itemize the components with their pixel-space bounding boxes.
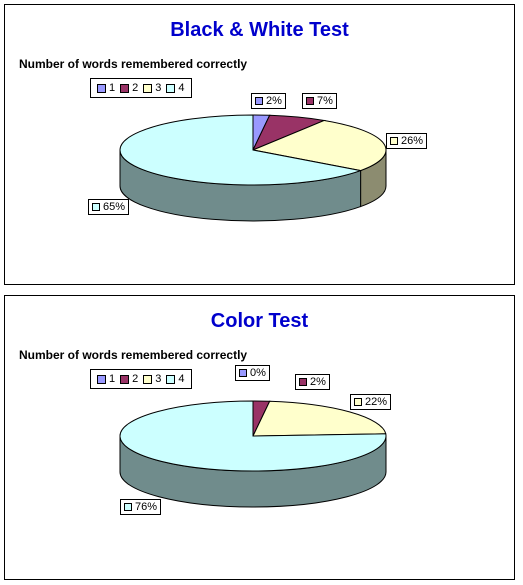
chart-panel-color: Color Test Number of words remembered co… [4,295,515,580]
pie-chart [119,400,387,508]
data-label-swatch-icon [390,137,398,145]
legend-label: 4 [178,82,185,94]
data-label-swatch-icon [124,503,132,511]
legend-label: 1 [109,82,116,94]
legend-swatch-icon [143,83,153,93]
legend-label: 2 [132,373,139,385]
legend-swatch-icon [120,374,130,384]
legend-label: 1 [109,373,116,385]
chart-panel-bw: Black & White Test Number of words remem… [4,4,515,285]
chart-subtitle: Number of words remembered correctly [19,348,248,362]
legend-swatch-icon [97,374,106,384]
legend-item: 4 [166,82,185,94]
data-label-swatch-icon [92,203,100,211]
legend-label: 3 [155,373,162,385]
legend-swatch-icon [97,83,106,93]
data-label-swatch-icon [239,369,247,377]
legend-item: 1 [97,373,115,385]
data-label: 22% [350,394,392,410]
legend-swatch-icon [166,374,176,384]
data-label: 26% [386,133,428,149]
data-label: 76% [120,499,162,515]
chart-legend: 1 2 3 4 [90,369,192,389]
chart-title: Color Test [210,310,309,332]
legend-item: 2 [120,82,138,94]
chart-legend: 1 2 3 4 [90,78,192,98]
chart-title: Black & White Test [170,19,349,41]
legend-item: 3 [143,373,161,385]
data-label: 0% [235,365,270,381]
legend-swatch-icon [166,83,176,93]
legend-label: 2 [132,82,139,94]
data-label-swatch-icon [255,97,263,105]
chart-subtitle: Number of words remembered correctly [19,57,248,71]
pie-slice [252,400,387,437]
legend-item: 3 [143,82,161,94]
pie-slice [119,114,363,186]
pie-slice [251,119,387,172]
pie-slice [119,400,387,472]
data-label: 2% [251,93,286,109]
data-label: 2% [295,374,330,390]
legend-swatch-icon [120,83,130,93]
data-label: 65% [88,199,130,215]
legend-item: 2 [120,373,138,385]
data-label: 7% [302,93,337,109]
legend-label: 3 [155,82,162,94]
data-label-swatch-icon [354,398,362,406]
legend-item: 4 [166,373,185,385]
data-label-swatch-icon [306,97,314,105]
legend-swatch-icon [143,374,153,384]
legend-label: 4 [178,373,185,385]
data-label-swatch-icon [299,378,307,386]
pie-chart [119,114,387,222]
legend-item: 1 [97,82,115,94]
